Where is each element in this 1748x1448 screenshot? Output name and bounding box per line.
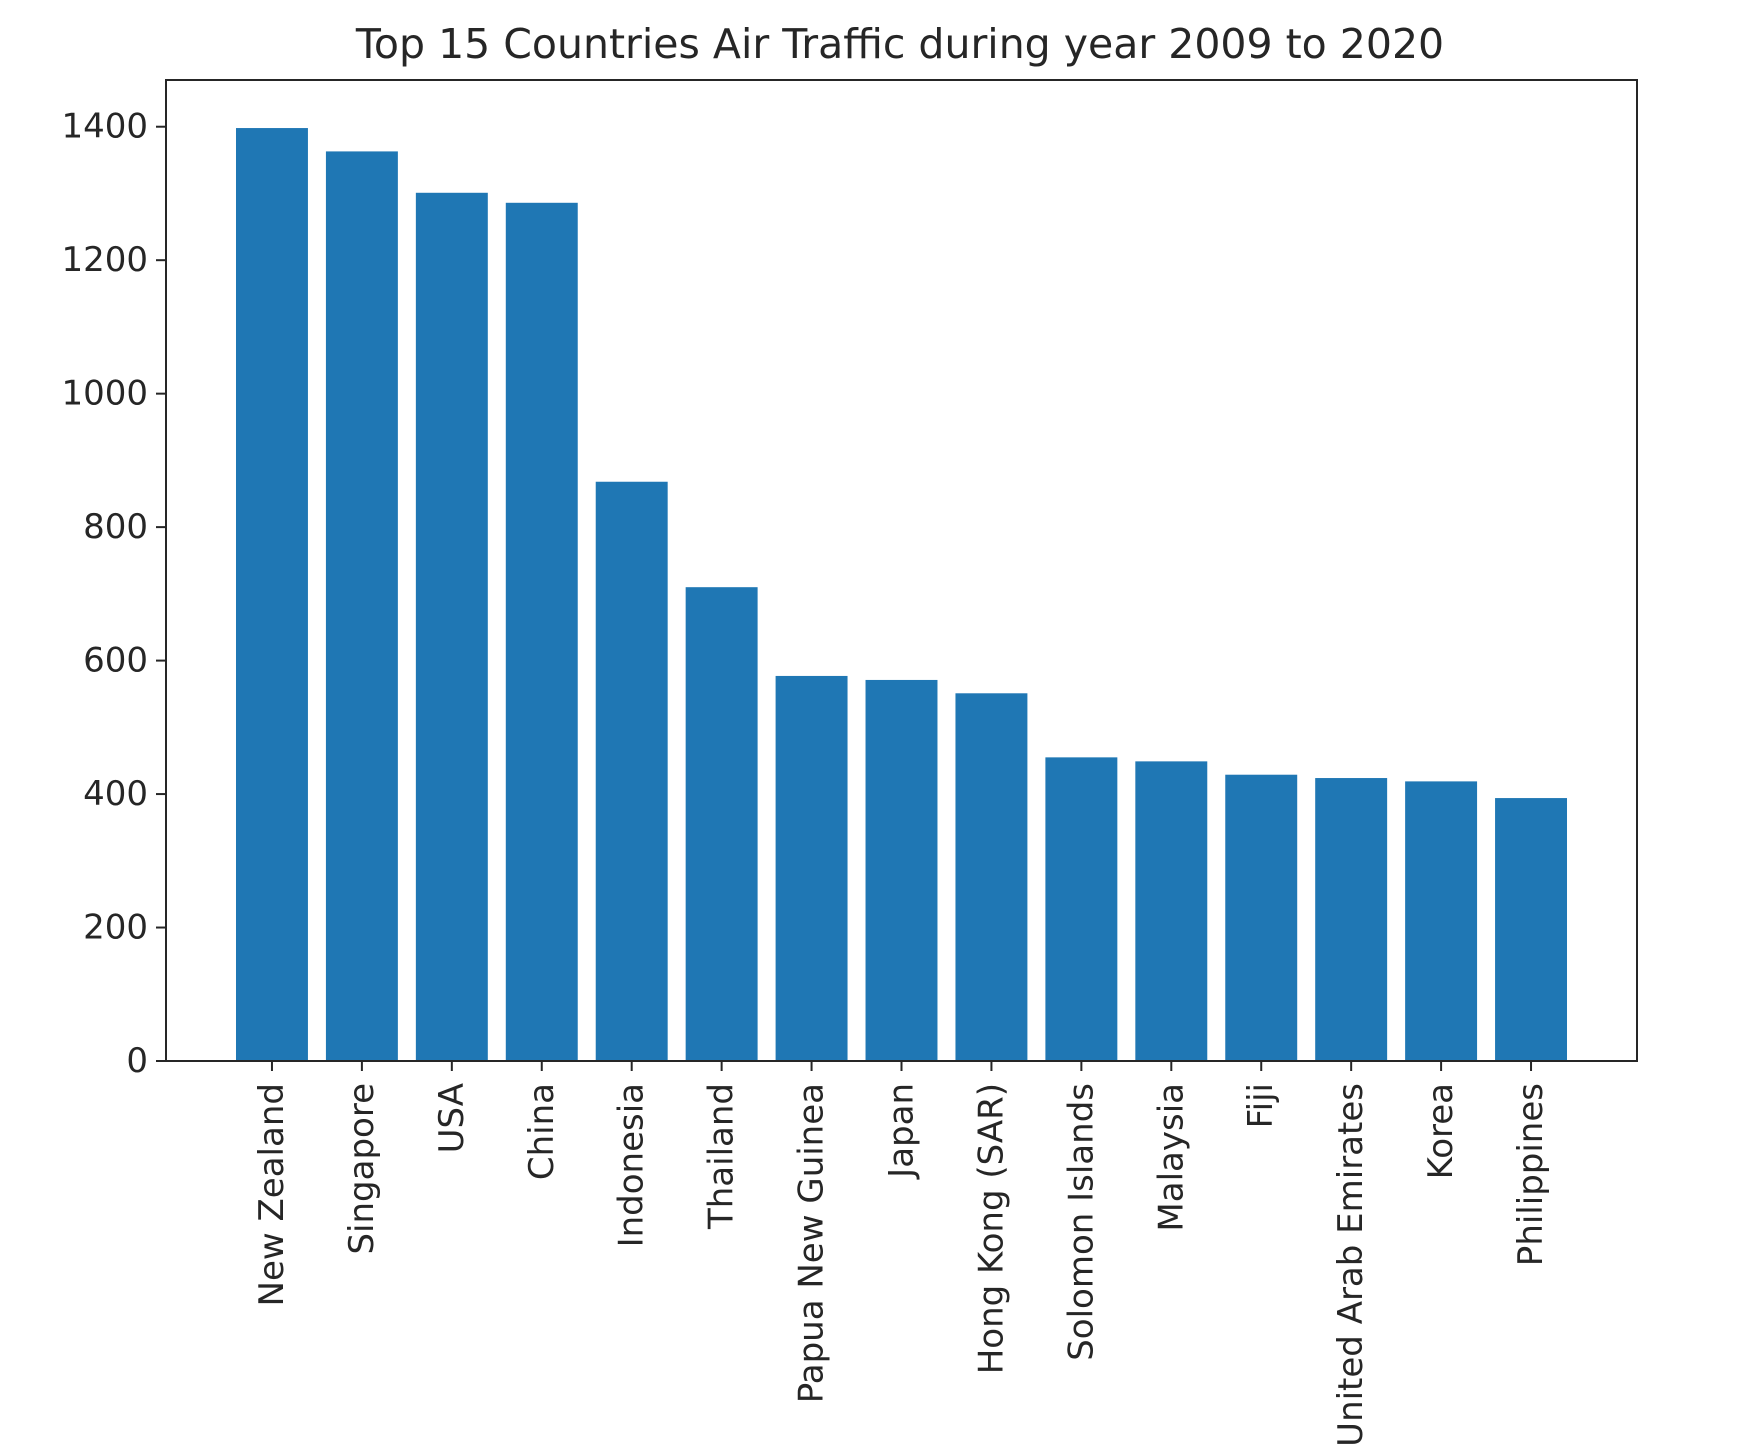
x-tick-label: Indonesia (612, 1083, 652, 1247)
bar (1135, 761, 1208, 1061)
bar (235, 128, 308, 1062)
y-tick-label: 200 (83, 908, 148, 948)
x-tick-label: Solomon Islands (1061, 1083, 1101, 1361)
bar (775, 675, 848, 1061)
y-tick-label: 1200 (61, 240, 148, 280)
x-tick-label: USA (432, 1083, 472, 1153)
bar (325, 151, 398, 1061)
x-tick-label: Thailand (702, 1083, 742, 1230)
y-tick-label: 400 (83, 774, 148, 814)
bars (235, 128, 1568, 1062)
bar (685, 587, 758, 1061)
x-tick-label: Papua New Guinea (792, 1083, 832, 1403)
y-tick-label: 0 (126, 1041, 148, 1081)
x-tick-label: Hong Kong (SAR) (971, 1083, 1011, 1374)
x-tick-label: Singapore (342, 1083, 382, 1255)
bar (1315, 778, 1388, 1061)
x-tick-label: Malaysia (1151, 1083, 1191, 1232)
x-tick-label: China (522, 1083, 562, 1180)
y-tick-label: 800 (83, 507, 148, 547)
y-tick-label: 1000 (61, 374, 148, 414)
plot-frame (165, 79, 1638, 1062)
bar (1495, 798, 1568, 1061)
bar (955, 693, 1028, 1061)
x-axis: New Zealand Singapore USA China Indonesia Tha… (252, 1061, 1551, 1447)
x-tick-label: Fiji (1241, 1083, 1281, 1128)
bar (1045, 757, 1118, 1061)
bar (505, 202, 578, 1061)
x-tick-label: Japan (882, 1083, 922, 1180)
y-axis: 0 200 400 600 800 1000 1200 1400 (61, 107, 166, 1081)
x-tick-label: Philippines (1511, 1083, 1551, 1266)
bar (1225, 774, 1298, 1061)
x-tick-label: New Zealand (252, 1083, 292, 1306)
bar (415, 192, 488, 1062)
chart-title: Top 15 Countries Air Traffic during year… (355, 20, 1444, 68)
y-tick-label: 600 (83, 641, 148, 681)
bar (865, 679, 938, 1061)
x-tick-label: Korea (1421, 1083, 1461, 1179)
y-tick-label: 1400 (61, 107, 148, 147)
bar (1405, 781, 1478, 1061)
bar (595, 481, 668, 1061)
x-tick-label: United Arab Emirates (1331, 1083, 1371, 1447)
